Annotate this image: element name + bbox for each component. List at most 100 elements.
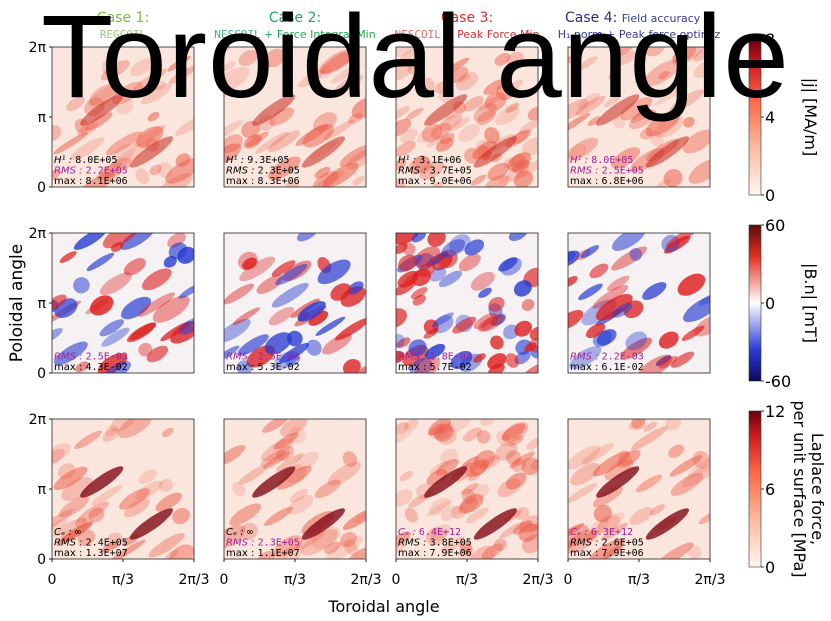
heatmap-blob bbox=[498, 257, 518, 272]
colorbar bbox=[748, 224, 762, 382]
heatmap-blob bbox=[568, 483, 597, 504]
heatmap-blob bbox=[440, 536, 465, 554]
heatmap-blob bbox=[473, 312, 497, 330]
heatmap-blob bbox=[315, 316, 346, 336]
heatmap-blob bbox=[620, 97, 653, 121]
heatmap-blob bbox=[490, 314, 506, 327]
heatmap-blob bbox=[85, 112, 113, 131]
heatmap-blob bbox=[224, 318, 251, 343]
heatmap-streak bbox=[424, 466, 468, 498]
case-method: NESCOIL + Peak Force Min bbox=[395, 28, 540, 41]
heatmap-blob bbox=[254, 131, 290, 154]
heatmap-blob bbox=[439, 113, 463, 131]
heatmap-blob bbox=[264, 332, 292, 355]
heatmap-blob bbox=[681, 463, 710, 488]
heatmap-blob bbox=[342, 451, 358, 467]
heatmap-blob bbox=[141, 268, 172, 291]
heatmap-blob bbox=[478, 96, 499, 111]
heatmap-blob bbox=[397, 270, 419, 288]
panel-stat: Cₑ : 6.3E+12 bbox=[570, 527, 633, 538]
heatmap-blob bbox=[167, 55, 191, 72]
heatmap-blob bbox=[101, 540, 119, 553]
heatmap-blob bbox=[111, 242, 124, 252]
panel-stat: max : 4.3E-02 bbox=[54, 362, 128, 373]
heatmap-blob bbox=[52, 328, 63, 343]
heatmap-blob bbox=[447, 419, 473, 432]
heatmap-blob bbox=[677, 273, 706, 296]
heatmap-blob bbox=[458, 74, 471, 84]
heatmap-blob bbox=[101, 327, 130, 347]
ytick-label: π bbox=[38, 110, 47, 126]
heatmap-blob bbox=[526, 437, 538, 450]
heatmap-blob bbox=[168, 242, 188, 260]
heatmap-blob bbox=[412, 70, 426, 82]
heatmap-blob bbox=[446, 57, 470, 73]
heatmap-streak bbox=[301, 508, 345, 540]
heatmap-blob bbox=[411, 233, 427, 243]
heatmap-blob bbox=[576, 56, 598, 71]
heatmap-blob bbox=[625, 331, 648, 351]
heatmap-blob bbox=[425, 343, 446, 360]
heatmap-blob bbox=[109, 539, 146, 559]
heatmap-blob bbox=[430, 524, 451, 541]
heatmap-blob bbox=[575, 95, 606, 116]
colorbar bbox=[748, 410, 762, 568]
heatmap-blob bbox=[102, 59, 118, 78]
heatmap-blob bbox=[487, 162, 510, 181]
heatmap-streak bbox=[473, 136, 517, 168]
heatmap-blob bbox=[431, 312, 454, 328]
heatmap-blob bbox=[413, 246, 441, 268]
heatmap-blob bbox=[630, 426, 668, 451]
heatmap-blob bbox=[458, 546, 474, 559]
heatmap-blob bbox=[296, 529, 326, 550]
heatmap-blob bbox=[669, 455, 703, 477]
heatmap-blob bbox=[568, 98, 589, 120]
heatmap-blob bbox=[644, 47, 665, 57]
heatmap-streak bbox=[129, 136, 173, 168]
heatmap-blob bbox=[577, 92, 601, 110]
heatmap-blob bbox=[165, 157, 194, 184]
xtick-label: π/3 bbox=[456, 572, 478, 588]
heatmap-blob bbox=[459, 493, 484, 514]
heatmap-blob bbox=[224, 47, 236, 56]
heatmap-blob bbox=[126, 322, 156, 343]
heatmap-blob bbox=[430, 122, 452, 140]
heatmap-blob bbox=[285, 180, 299, 187]
heatmap-blob bbox=[342, 508, 366, 530]
heatmap-blob bbox=[293, 451, 319, 472]
heatmap-blob bbox=[325, 535, 364, 559]
heatmap-blob bbox=[86, 252, 115, 271]
panel-stat: RMS : 2.5E-03 bbox=[54, 352, 128, 363]
heatmap-blob bbox=[603, 96, 620, 108]
heatmap-blob bbox=[264, 506, 293, 526]
heatmap-blob bbox=[224, 143, 242, 165]
colorbar-tick-label: 0 bbox=[765, 294, 775, 313]
heatmap-blob bbox=[132, 69, 167, 92]
ytick-label: 0 bbox=[37, 180, 46, 196]
heatmap-blob bbox=[97, 353, 128, 373]
heatmap-blob bbox=[319, 48, 356, 75]
heatmap-blob bbox=[592, 486, 623, 508]
heatmap-blob bbox=[658, 331, 679, 349]
heatmap-blob bbox=[473, 103, 498, 122]
heatmap-blob bbox=[635, 474, 663, 493]
heatmap-blob bbox=[285, 354, 301, 367]
heatmap-blob bbox=[396, 334, 405, 348]
heatmap-blob bbox=[458, 124, 481, 142]
heatmap-blob bbox=[99, 319, 125, 337]
panel-stat: RMS : 2.3E+05 bbox=[226, 538, 300, 549]
heatmap-blob bbox=[421, 123, 443, 143]
heatmap-blob bbox=[260, 449, 285, 467]
heatmap-blob bbox=[465, 459, 489, 478]
heatmap-blob bbox=[137, 292, 176, 317]
panel-stat: RMS : 2.3E+05 bbox=[226, 166, 300, 177]
heatmap-blob bbox=[273, 545, 305, 559]
panel-stat: RMS : 2.6E+05 bbox=[570, 538, 644, 549]
heatmap-blob bbox=[404, 507, 418, 523]
xtick-label: 0 bbox=[564, 572, 573, 588]
heatmap-blob bbox=[507, 51, 524, 67]
heatmap-blob bbox=[178, 282, 194, 299]
heatmap-blob bbox=[617, 449, 641, 468]
heatmap-blob bbox=[120, 296, 152, 320]
heatmap-blob bbox=[668, 89, 705, 113]
